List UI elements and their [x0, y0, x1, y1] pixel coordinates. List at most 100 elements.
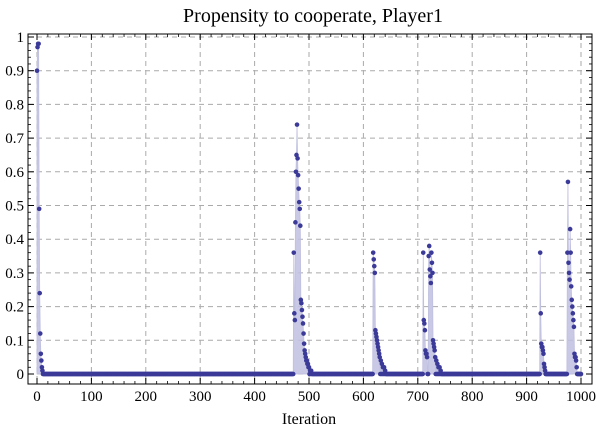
data-point	[571, 324, 577, 330]
data-point	[431, 344, 437, 350]
y-tick-label: 0.9	[5, 64, 24, 80]
x-tick-label: 200	[135, 389, 158, 405]
y-tick-label: 0.6	[5, 165, 24, 181]
data-point	[300, 321, 306, 326]
y-tick-label: 0.5	[5, 199, 24, 215]
x-tick-label: 400	[243, 389, 266, 405]
data-point	[568, 284, 574, 289]
data-point	[566, 270, 572, 276]
data-point	[370, 250, 376, 255]
data-point	[567, 226, 573, 232]
y-tick-label: 0.8	[5, 97, 24, 113]
data-point	[427, 267, 433, 272]
x-tick-label: 500	[298, 389, 321, 405]
data-point	[295, 156, 300, 161]
x-tick-label: 300	[189, 389, 212, 405]
data-point	[569, 297, 575, 303]
data-point	[39, 358, 44, 363]
data-point	[290, 371, 296, 377]
data-point	[565, 179, 571, 185]
y-tick-label: 0.1	[5, 333, 24, 349]
data-points	[34, 41, 584, 377]
chart-title: Propensity to cooperate, Player1	[183, 5, 443, 27]
data-point	[371, 263, 377, 269]
x-tick-label: 600	[352, 389, 375, 405]
data-point	[374, 334, 379, 340]
data-point	[301, 341, 307, 346]
y-tick-label: 0.3	[5, 266, 24, 282]
data-point	[566, 260, 571, 266]
data-point	[36, 41, 41, 47]
plot-frame	[27, 33, 593, 385]
x-tick-label: 800	[461, 389, 484, 405]
data-point	[430, 270, 435, 276]
data-point	[296, 186, 301, 191]
data-point	[37, 290, 43, 296]
data-point	[537, 371, 542, 377]
data-point	[422, 321, 427, 326]
y-tick-label: 1	[17, 30, 25, 46]
data-point	[578, 371, 584, 377]
data-point	[570, 304, 575, 309]
data-point	[426, 243, 432, 249]
data-point	[565, 250, 570, 255]
data-point	[567, 277, 572, 282]
data-point	[375, 344, 381, 350]
data-point	[302, 348, 307, 353]
data-point	[428, 280, 434, 286]
data-point	[541, 361, 547, 367]
data-point	[372, 270, 378, 276]
x-tick-label: 1000	[566, 389, 596, 405]
data-point	[298, 223, 303, 229]
data-point	[298, 297, 304, 303]
data-point	[574, 364, 579, 370]
data-point	[429, 260, 435, 266]
data-point	[420, 371, 426, 377]
data-point	[426, 253, 431, 259]
data-point	[36, 206, 42, 212]
data-point	[540, 348, 546, 353]
y-tick-label: 0.4	[5, 232, 24, 248]
data-point	[573, 354, 578, 360]
data-point	[292, 317, 298, 323]
data-point	[38, 351, 44, 357]
data-point	[429, 250, 434, 255]
data-point	[568, 250, 573, 255]
y-tick-label: 0	[17, 367, 25, 383]
x-tick-label: 0	[33, 389, 41, 405]
data-point	[374, 338, 380, 343]
x-tick-label: 100	[80, 389, 103, 405]
data-point	[293, 169, 299, 175]
data-point	[294, 122, 300, 127]
data-point	[34, 68, 40, 73]
data-point	[570, 311, 576, 316]
data-point	[564, 371, 570, 377]
data-point	[431, 341, 436, 346]
x-tick-label: 900	[515, 389, 538, 405]
data-point	[299, 307, 305, 313]
data-point	[420, 250, 426, 255]
x-axis-label: Iteration	[282, 411, 336, 428]
data-point	[422, 327, 428, 333]
data-point	[571, 317, 576, 323]
y-tick-label: 0.2	[5, 300, 24, 316]
data-point	[292, 311, 297, 316]
data-point	[37, 331, 43, 336]
data-point	[300, 314, 305, 320]
data-point	[541, 351, 546, 357]
grid	[28, 34, 592, 384]
data-point	[293, 220, 298, 225]
data-point	[537, 250, 543, 255]
data-point	[371, 257, 377, 262]
axis-ticks: 0 100 200 300 400 500 600 700 800 900 1000 0 0.1 0.2 0…	[5, 30, 596, 405]
data-point	[373, 327, 378, 333]
data-point	[424, 354, 430, 360]
y-tick-label: 0.7	[5, 131, 24, 147]
data-point	[370, 371, 375, 377]
data-point	[39, 364, 45, 370]
data-point	[432, 348, 437, 353]
data-point	[297, 206, 303, 212]
data-point	[301, 331, 306, 336]
data-point	[295, 172, 301, 178]
